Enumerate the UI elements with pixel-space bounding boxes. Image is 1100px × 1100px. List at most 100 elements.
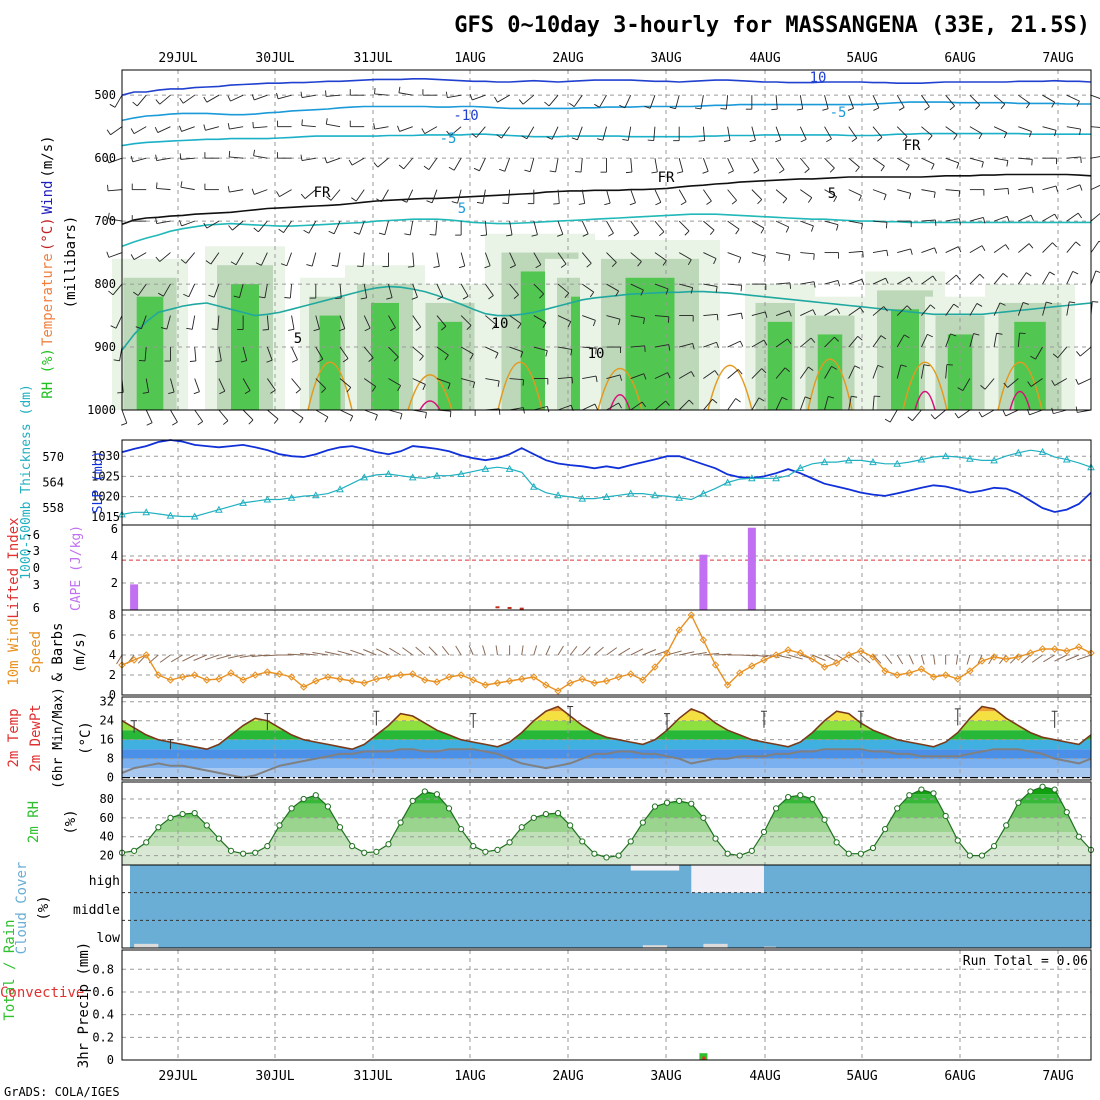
wind-barb-flag xyxy=(980,385,986,390)
wind-barb xyxy=(1057,346,1068,359)
wind-barb xyxy=(1053,409,1067,415)
rh-marker xyxy=(445,805,453,812)
wind-barb xyxy=(824,280,839,285)
wind-speed-marker xyxy=(554,687,562,695)
wind-barb-flag xyxy=(822,108,829,111)
date-label-top: 29JUL xyxy=(158,51,197,66)
wind-barb xyxy=(551,126,559,140)
wind-speed-marker xyxy=(663,649,671,657)
wind-barb-flag xyxy=(401,199,407,203)
wind-barb-flag xyxy=(905,164,910,171)
rh-marker xyxy=(300,795,307,803)
wind-barb-flag xyxy=(854,365,861,369)
wind-barb xyxy=(476,126,486,138)
wind-barb xyxy=(848,396,852,411)
wind-barb xyxy=(654,344,669,348)
wind-barb xyxy=(304,189,317,199)
date-label-top: 7AUG xyxy=(1042,51,1073,66)
rh-marker xyxy=(1039,783,1046,790)
wind-barb-flag xyxy=(884,418,891,423)
wind-barb xyxy=(872,189,887,195)
upper-air-ylabel-part: Wind xyxy=(40,181,56,215)
wind-barb-flag xyxy=(640,289,644,296)
slp-tick-label: 1030 xyxy=(91,449,120,463)
wind-barb xyxy=(533,405,548,411)
wind-barb-flag xyxy=(215,360,222,363)
wind-barb xyxy=(210,252,220,265)
cape-bar xyxy=(747,527,756,610)
date-label-top: 3AUG xyxy=(650,51,681,66)
wind-barb-flag xyxy=(284,297,291,299)
cloud-low-gap xyxy=(763,946,777,948)
wind-barb-flag xyxy=(469,353,474,360)
wind-barb-flag xyxy=(596,138,603,141)
wind-barb-flag xyxy=(445,91,448,98)
wind-barb-flag xyxy=(1031,159,1033,166)
wind-barb-flag xyxy=(902,136,908,142)
contour-label: 10 xyxy=(492,316,509,332)
wind-barb-flag xyxy=(386,297,393,300)
wind-barb xyxy=(447,94,462,99)
wind-barb xyxy=(283,220,292,233)
thickness-marker xyxy=(893,459,902,467)
wind-barb-10m xyxy=(375,648,389,656)
wind-barb xyxy=(157,126,171,133)
wind-barb xyxy=(254,94,268,101)
wind-barb xyxy=(993,333,997,348)
thickness-marker xyxy=(602,492,611,500)
wind-barb xyxy=(581,189,586,204)
wind-barb xyxy=(399,126,413,132)
wind-barb-10m xyxy=(884,654,893,665)
wind-barb xyxy=(896,94,905,108)
wind-barb-flag xyxy=(227,95,231,102)
wind-speed-marker xyxy=(736,669,744,677)
wind-barb-flag xyxy=(836,308,841,314)
wind-barb-flag xyxy=(927,135,933,141)
rh-marker xyxy=(458,826,465,833)
wind-barb xyxy=(1029,409,1043,416)
wind-speed-marker xyxy=(227,669,235,677)
wind-barb xyxy=(945,189,960,192)
rh-tick-label: 40 xyxy=(100,830,114,844)
wind-barb-flag xyxy=(978,411,983,418)
rh-marker xyxy=(821,816,828,823)
wind-barb-flag xyxy=(451,201,458,204)
wind-barb-flag xyxy=(788,310,792,317)
wind-barb-10m xyxy=(1076,654,1092,661)
wind-barb-10m xyxy=(1043,654,1055,663)
wind-speed-marker xyxy=(711,661,720,669)
wind-speed-marker xyxy=(966,667,974,675)
cloud-high-gap xyxy=(630,865,680,871)
wind-barb-flag xyxy=(1092,301,1099,303)
wind-barb-flag xyxy=(908,193,912,200)
wind-barb-flag xyxy=(1079,129,1082,136)
wind-barb xyxy=(1066,156,1081,159)
wind-speed-marker xyxy=(784,646,792,654)
wind-barb-flag xyxy=(976,303,983,307)
wind-barb xyxy=(326,94,341,97)
wind-barb-flag xyxy=(667,316,670,323)
wind-barb-flag xyxy=(877,364,884,368)
wind-barb-10m xyxy=(389,647,401,656)
wind-barb-flag xyxy=(193,391,200,395)
wind-barb xyxy=(751,126,756,141)
wind-barb xyxy=(630,189,636,203)
wind-barb-flag xyxy=(592,320,596,327)
wind-speed-marker xyxy=(614,673,623,681)
wind-barb xyxy=(630,283,644,291)
precip-total-axis-label: Total / Rain xyxy=(2,919,18,1020)
wind-barb-10m xyxy=(415,646,426,656)
wind-barb xyxy=(896,364,902,379)
wind-speed-marker xyxy=(530,673,538,681)
wind-barb xyxy=(1066,241,1077,253)
wind-barb xyxy=(194,409,204,422)
wind-barb xyxy=(599,94,607,108)
wind-barb xyxy=(217,315,220,330)
wind-barb xyxy=(558,376,573,379)
wind-barb xyxy=(921,304,931,316)
wind-barb xyxy=(872,306,884,316)
wind-barb-flag xyxy=(1046,301,1053,305)
wind-barb xyxy=(291,315,295,330)
wind-barb-flag xyxy=(407,266,414,268)
wind-barb xyxy=(218,409,229,422)
